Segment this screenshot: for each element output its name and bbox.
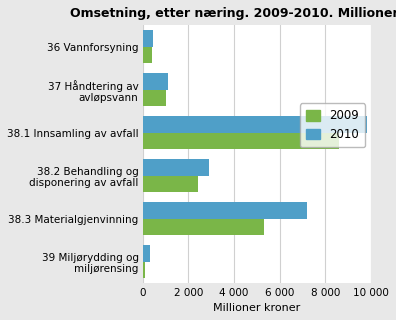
- Bar: [143, 262, 145, 278]
- Bar: [143, 159, 209, 176]
- Bar: [143, 47, 152, 63]
- Bar: [143, 74, 168, 90]
- Bar: [143, 176, 198, 192]
- Bar: [143, 219, 264, 235]
- X-axis label: Millioner kroner: Millioner kroner: [213, 303, 301, 313]
- Bar: [143, 133, 339, 149]
- Bar: [143, 30, 152, 47]
- Text: Omsetning, etter næring. 2009-2010. Millioner kroner: Omsetning, etter næring. 2009-2010. Mill…: [70, 7, 396, 20]
- Bar: [143, 116, 367, 133]
- Bar: [143, 245, 150, 262]
- Bar: [143, 90, 166, 106]
- Bar: [143, 203, 307, 219]
- Legend: 2009, 2010: 2009, 2010: [300, 103, 365, 147]
